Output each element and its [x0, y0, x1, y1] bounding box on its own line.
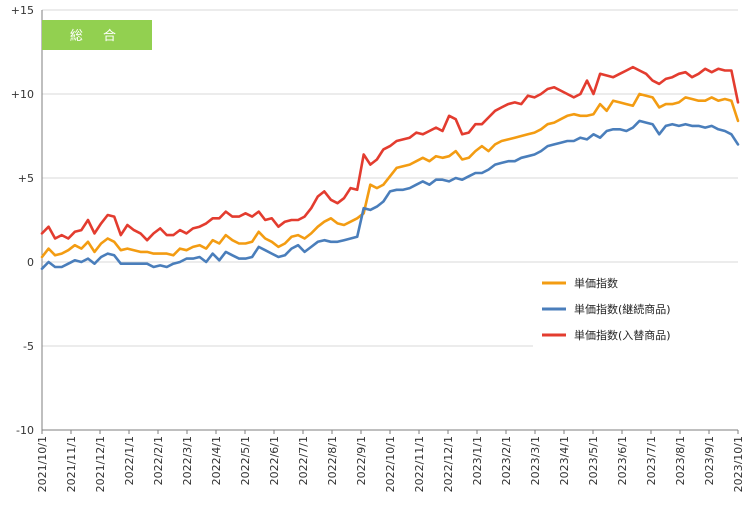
x-tick-label: 2023/4/1: [558, 436, 571, 485]
x-tick-label: 2022/5/1: [239, 436, 252, 485]
x-tick-label: 2022/7/1: [297, 436, 310, 485]
y-tick-label: -5: [23, 340, 34, 353]
x-tick-label: 2022/12/1: [442, 436, 455, 492]
x-tick-label: 2021/10/1: [36, 436, 49, 492]
y-tick-label: 0: [27, 256, 34, 269]
series-line-3: [40, 65, 740, 242]
y-axis-tick-labels: +15 +10 +5 0 -5 -10: [11, 4, 34, 437]
y-tick-label: -10: [16, 424, 34, 437]
chart-title-badge: 総 合: [42, 20, 152, 50]
x-tick-label: 2022/6/1: [268, 436, 281, 485]
legend-label: 単価指数(入替商品): [574, 328, 671, 342]
x-tick-label: 2023/6/1: [616, 436, 629, 485]
x-tick-label: 2022/9/1: [355, 436, 368, 485]
x-tick-label: 2023/2/1: [500, 436, 513, 485]
series-lines: [40, 65, 740, 271]
x-tick-label: 2022/10/1: [384, 436, 397, 492]
x-tick-label: 2022/3/1: [181, 436, 194, 485]
x-tick-label: 2022/8/1: [326, 436, 339, 485]
x-tick-label: 2022/2/1: [152, 436, 165, 485]
y-tick-label: +5: [18, 172, 34, 185]
legend-label: 単価指数(継続商品): [574, 302, 671, 316]
x-axis-tick-labels: 2021/10/1 2021/11/1 2021/12/1 2022/1/1 2022/…: [36, 430, 742, 492]
x-tick-label: 2023/9/1: [703, 436, 716, 485]
y-tick-label: +15: [11, 4, 34, 17]
x-tick-label: 2023/5/1: [587, 436, 600, 485]
y-tick-label: +10: [11, 88, 34, 101]
grid-lines: [41, 9, 738, 431]
legend-label: 単価指数: [574, 276, 618, 290]
legend-background: [533, 268, 741, 348]
x-tick-label: 2023/8/1: [674, 436, 687, 485]
chart-title: 総 合: [70, 29, 124, 44]
x-tick-label: 2023/7/1: [645, 436, 658, 485]
x-tick-label: 2022/1/1: [123, 436, 136, 485]
x-tick-label: 2023/3/1: [529, 436, 542, 485]
series-line-2: [40, 119, 740, 271]
x-tick-label: 2023/10/1: [732, 436, 742, 492]
x-tick-label: 2021/12/1: [94, 436, 107, 492]
x-tick-label: 2023/1/1: [471, 436, 484, 485]
x-tick-label: 2021/11/1: [65, 436, 78, 492]
x-tick-label: 2022/11/1: [413, 436, 426, 492]
badge-background: [42, 20, 152, 50]
series-line-1: [40, 92, 740, 259]
x-tick-label: 2022/4/1: [210, 436, 223, 485]
